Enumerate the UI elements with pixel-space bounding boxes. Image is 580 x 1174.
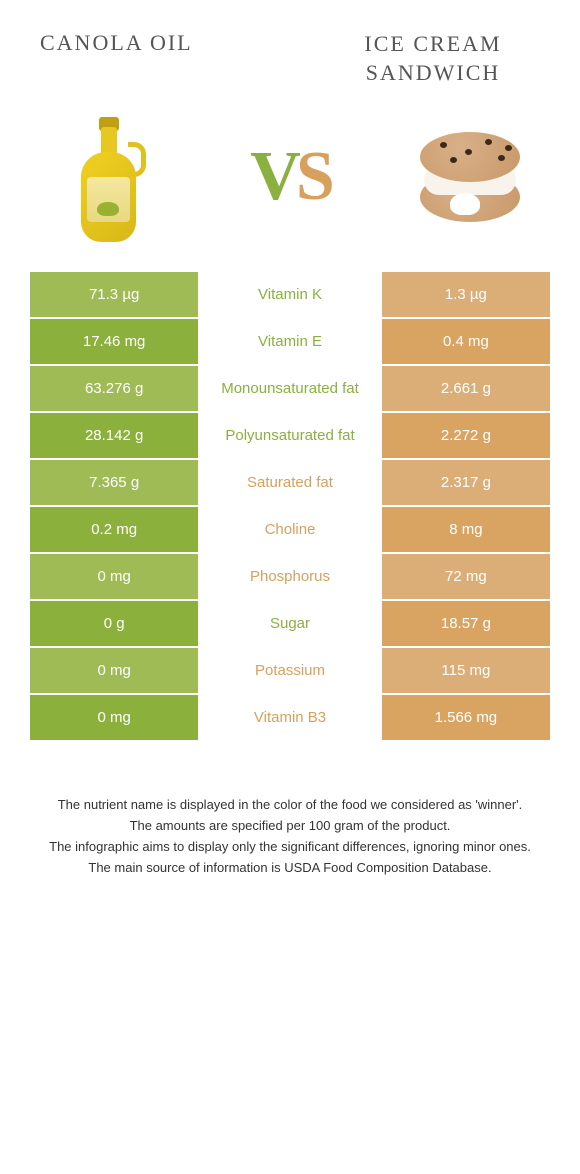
- footer-line2: The amounts are specified per 100 gram o…: [40, 816, 540, 837]
- nutrient-label: Sugar: [198, 601, 381, 646]
- left-value: 28.142 g: [30, 413, 198, 458]
- title-left: CANOLA OIL: [30, 30, 264, 56]
- left-value: 0 g: [30, 601, 198, 646]
- right-value: 0.4 mg: [382, 319, 550, 364]
- left-value: 17.46 mg: [30, 319, 198, 364]
- nutrient-label: Polyunsaturated fat: [198, 413, 381, 458]
- right-value: 2.661 g: [382, 366, 550, 411]
- left-value: 0.2 mg: [30, 507, 198, 552]
- nutrient-label: Saturated fat: [198, 460, 381, 505]
- footer-line1: The nutrient name is displayed in the co…: [40, 795, 540, 816]
- left-value: 0 mg: [30, 695, 198, 740]
- right-value: 18.57 g: [382, 601, 550, 646]
- left-value: 63.276 g: [30, 366, 198, 411]
- nutrient-label: Potassium: [198, 648, 381, 693]
- table-row: 0.2 mgCholine8 mg: [30, 507, 550, 552]
- nutrient-label: Phosphorus: [198, 554, 381, 599]
- left-value: 0 mg: [30, 554, 198, 599]
- right-value: 8 mg: [382, 507, 550, 552]
- ice-cream-sandwich-image: [410, 107, 530, 247]
- right-value: 115 mg: [382, 648, 550, 693]
- right-value: 1.3 µg: [382, 272, 550, 317]
- table-row: 0 mgVitamin B31.566 mg: [30, 695, 550, 740]
- title-right-line1: ICE CREAM: [316, 30, 550, 59]
- left-value: 7.365 g: [30, 460, 198, 505]
- table-row: 28.142 gPolyunsaturated fat2.272 g: [30, 413, 550, 458]
- table-row: 63.276 gMonounsaturated fat2.661 g: [30, 366, 550, 411]
- footer-line3: The infographic aims to display only the…: [40, 837, 540, 858]
- table-row: 17.46 mgVitamin E0.4 mg: [30, 319, 550, 364]
- footer-notes: The nutrient name is displayed in the co…: [30, 795, 550, 878]
- table-row: 71.3 µgVitamin K1.3 µg: [30, 272, 550, 317]
- right-value: 1.566 mg: [382, 695, 550, 740]
- nutrient-label: Monounsaturated fat: [198, 366, 381, 411]
- title-right-line2: SANDWICH: [316, 59, 550, 88]
- table-row: 0 mgPotassium115 mg: [30, 648, 550, 693]
- vs-label: VS: [250, 137, 330, 217]
- nutrient-label: Choline: [198, 507, 381, 552]
- nutrient-label: Vitamin B3: [198, 695, 381, 740]
- header: CANOLA OIL ICE CREAM SANDWICH: [30, 30, 550, 87]
- canola-oil-image: [50, 107, 170, 247]
- table-row: 7.365 gSaturated fat2.317 g: [30, 460, 550, 505]
- table-row: 0 mgPhosphorus72 mg: [30, 554, 550, 599]
- left-value: 71.3 µg: [30, 272, 198, 317]
- left-value: 0 mg: [30, 648, 198, 693]
- footer-line4: The main source of information is USDA F…: [40, 858, 540, 879]
- vs-s: S: [296, 138, 330, 215]
- table-row: 0 gSugar18.57 g: [30, 601, 550, 646]
- nutrient-label: Vitamin K: [198, 272, 381, 317]
- title-right: ICE CREAM SANDWICH: [316, 30, 550, 87]
- vs-v: V: [250, 138, 296, 215]
- right-value: 2.317 g: [382, 460, 550, 505]
- image-row: VS: [30, 107, 550, 247]
- right-value: 2.272 g: [382, 413, 550, 458]
- right-value: 72 mg: [382, 554, 550, 599]
- nutrition-table: 71.3 µgVitamin K1.3 µg17.46 mgVitamin E0…: [30, 272, 550, 740]
- nutrient-label: Vitamin E: [198, 319, 381, 364]
